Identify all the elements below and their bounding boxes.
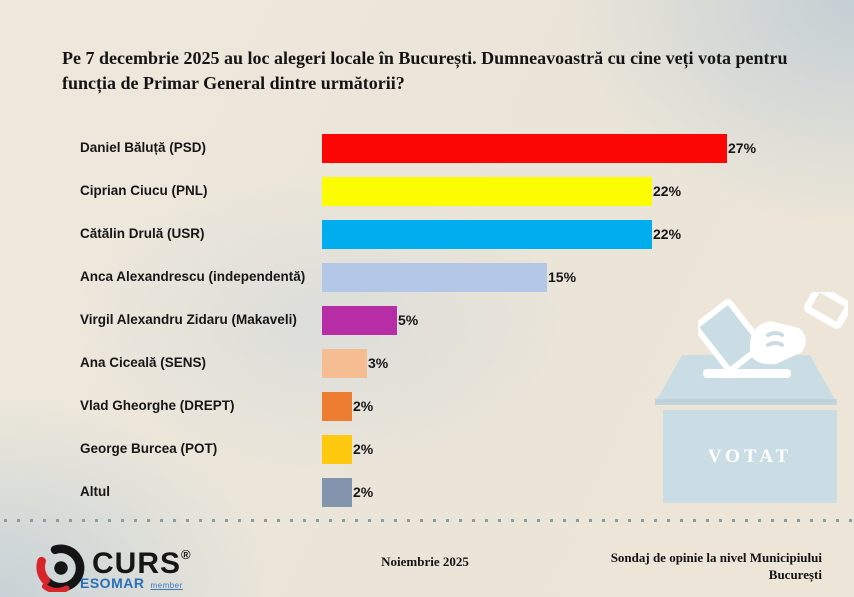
curs-logo-wordmark: CURS® (92, 547, 192, 581)
bar-value-label: 22% (653, 183, 682, 199)
esomar-label: ESOMAR (80, 575, 145, 591)
candidate-label: Vlad Gheorghe (DREPT) (80, 398, 235, 413)
survey-scope-note: Sondaj de opinie la nivel Municipiului B… (611, 550, 822, 584)
candidate-label: Altul (80, 484, 110, 499)
bar-row: Cătălin Drulă (USR) 22% (0, 219, 854, 249)
dotted-separator (4, 519, 852, 522)
ballot-box-body: VOTAT (663, 410, 837, 503)
bar-value-label: 27% (728, 140, 757, 156)
candidate-label: Daniel Băluță (PSD) (80, 140, 207, 155)
bar (322, 263, 547, 292)
bar (322, 134, 727, 163)
bar-row: Anca Alexandrescu (independentă) 15% (0, 262, 854, 292)
esomar-member-label: member (150, 581, 183, 590)
bar-row: Vlad Gheorghe (DREPT) 2% (0, 391, 854, 421)
bar (322, 177, 652, 206)
bar (322, 349, 367, 378)
esomar-line: ESOMAR member (80, 575, 183, 591)
bar (322, 478, 352, 507)
candidate-label: George Burcea (POT) (80, 441, 218, 456)
bar-row: Ciprian Ciucu (PNL) 22% (0, 176, 854, 206)
ballot-box-lid (655, 355, 837, 403)
bar (322, 306, 397, 335)
bar-value-label: 22% (653, 226, 682, 242)
curs-brand-text: CURS (92, 547, 182, 580)
bar-row: George Burcea (POT) 2% (0, 434, 854, 464)
bar-row: Ana Ciceală (SENS) 3% (0, 348, 854, 378)
bar-value-label: 2% (353, 484, 374, 500)
ballot-box-slot (703, 369, 791, 378)
bar-row: Altul 2% (0, 477, 854, 507)
candidate-label: Cătălin Drulă (USR) (80, 226, 205, 241)
bar (322, 392, 352, 421)
bar (322, 435, 352, 464)
bar (322, 220, 652, 249)
bar-value-label: 2% (353, 441, 374, 457)
survey-date: Noiembrie 2025 (381, 554, 469, 569)
bar-value-label: 5% (398, 312, 419, 328)
candidate-label: Virgil Alexandru Zidaru (Makaveli) (80, 312, 297, 327)
bar-value-label: 2% (353, 398, 374, 414)
poll-question-title: Pe 7 decembrie 2025 au loc alegeri local… (62, 48, 788, 93)
candidate-label: Anca Alexandrescu (independentă) (80, 269, 306, 284)
survey-scope-note-line1: Sondaj de opinie la nivel Municipiului (610, 550, 822, 565)
curs-logo-icon (36, 544, 85, 592)
bar-row: Virgil Alexandru Zidaru (Makaveli) 5% (0, 305, 854, 335)
candidate-label: Ana Ciceală (SENS) (80, 355, 207, 370)
ballot-box-lid-shadow (655, 399, 837, 405)
hand-casting-ballot-icon (698, 292, 848, 374)
bar-row: Daniel Băluță (PSD) 27% (0, 133, 854, 163)
votat-label: VOTAT (707, 445, 793, 467)
survey-scope-note-line2: București (768, 566, 822, 582)
registered-trademark-symbol: ® (181, 547, 192, 562)
candidate-label: Ciprian Ciucu (PNL) (80, 183, 208, 198)
bar-value-label: 15% (548, 269, 577, 285)
bar-value-label: 3% (368, 355, 389, 371)
